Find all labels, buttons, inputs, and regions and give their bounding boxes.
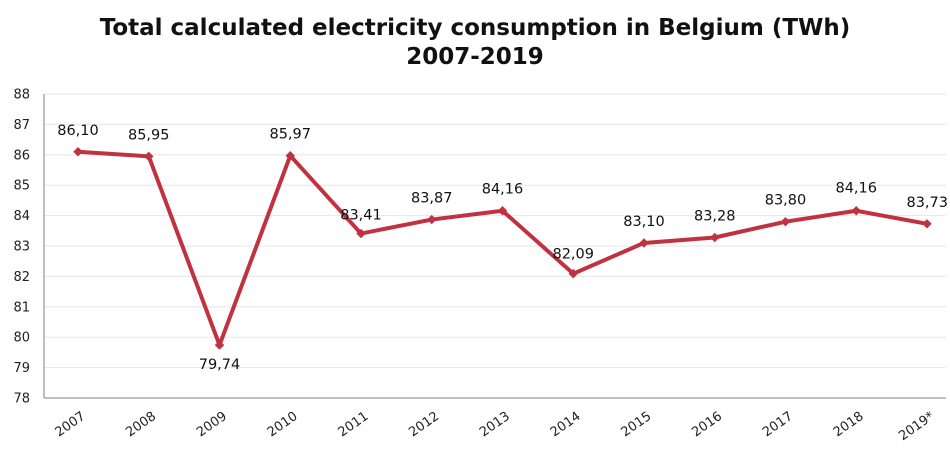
data-label: 83,87 [411, 191, 453, 207]
x-tick-label: 2017 [760, 409, 796, 440]
x-tick-label: 2008 [123, 409, 159, 440]
data-point-marker [285, 151, 295, 161]
data-label: 82,09 [552, 247, 594, 263]
y-tick-label: 80 [13, 331, 30, 346]
x-tick-label: 2013 [477, 409, 513, 440]
data-point-marker [144, 151, 154, 162]
y-tick-label: 82 [13, 270, 30, 285]
y-tick-label: 78 [13, 392, 30, 407]
data-label: 79,74 [199, 357, 241, 373]
data-label: 84,16 [835, 181, 877, 197]
data-point-marker [922, 219, 932, 229]
axes [43, 94, 946, 399]
x-tick-label: 2009 [194, 409, 230, 440]
data-point-marker [568, 268, 578, 279]
x-tick-label: 2007 [53, 409, 89, 440]
y-tick-label: 87 [13, 118, 30, 133]
data-label: 83,80 [765, 193, 807, 209]
data-point-marker [427, 214, 437, 225]
series-group [73, 147, 932, 350]
y-tick-label: 84 [13, 209, 30, 224]
data-labels: 86,10 85,95 79,74 85,97 83,41 83,87 84,16 82,09… [57, 123, 948, 373]
y-tick-label: 88 [13, 88, 30, 103]
x-tick-label: 2018 [831, 409, 867, 440]
gridlines [44, 93, 946, 369]
y-tick-label: 79 [13, 361, 30, 376]
data-point-marker [639, 238, 649, 248]
data-label: 83,10 [623, 214, 665, 230]
chart-title-block: Total calculated electricity consumption… [0, 14, 950, 72]
x-tick-label: 2014 [548, 409, 584, 440]
y-tick-label: 83 [13, 240, 30, 255]
data-label: 85,95 [128, 127, 170, 143]
y-tick-label: 81 [13, 300, 30, 315]
x-axis-ticks: 2007 2008 2009 2010 2011 2012 2013 2014 2015 2016… [53, 409, 938, 444]
y-tick-label: 85 [13, 179, 30, 194]
data-point-marker [780, 216, 791, 227]
data-point-marker [710, 232, 720, 243]
y-axis-ticks: 78 79 80 81 82 83 84 85 86 87 88 [13, 88, 30, 407]
chart-subtitle: 2007-2019 [406, 44, 544, 70]
y-tick-label: 86 [13, 148, 30, 163]
data-label: 83,73 [906, 195, 948, 211]
data-point-marker [356, 228, 366, 239]
data-label: 85,97 [269, 127, 311, 143]
data-point-marker [73, 147, 83, 157]
data-point-marker [851, 206, 861, 216]
x-tick-label: 2016 [689, 409, 725, 440]
data-label: 84,16 [482, 182, 524, 198]
x-tick-label: 2015 [619, 409, 655, 440]
data-point-marker [214, 340, 225, 350]
x-tick-label: 2019* [896, 409, 937, 444]
x-tick-label: 2011 [336, 409, 372, 440]
data-label: 83,41 [340, 208, 382, 224]
data-point-marker [497, 206, 508, 216]
data-label: 83,28 [694, 208, 736, 224]
data-label: 86,10 [57, 123, 99, 139]
x-tick-label: 2012 [406, 409, 442, 440]
chart-title: Total calculated electricity consumption… [99, 15, 851, 41]
x-tick-label: 2010 [265, 409, 301, 440]
